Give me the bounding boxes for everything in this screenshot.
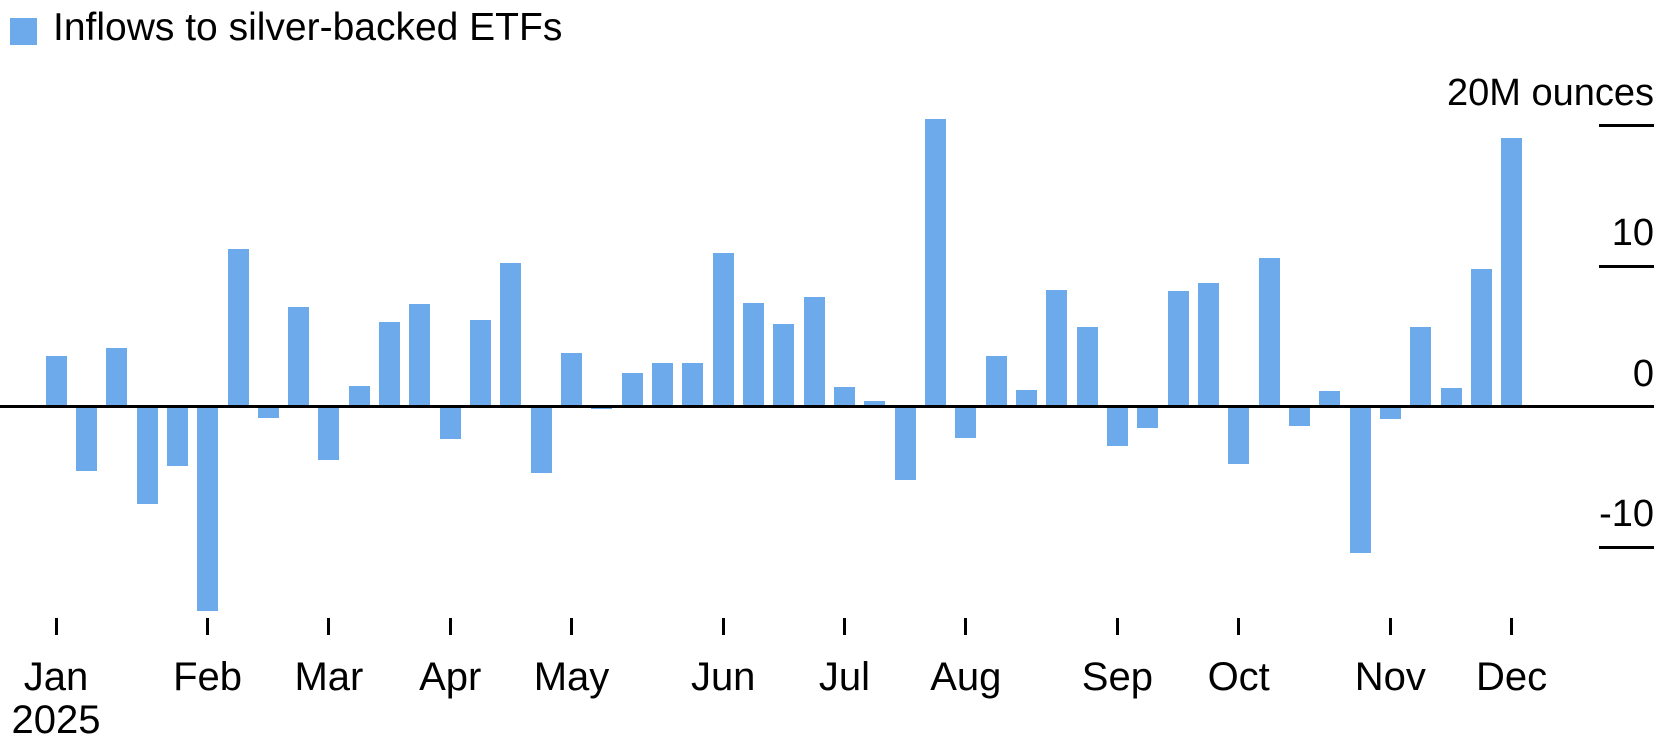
bar-week-20 [621, 373, 643, 407]
x-axis-tick-jan [54, 618, 58, 635]
bar-week-12 [379, 322, 401, 407]
bar-week-27 [834, 387, 855, 407]
y-axis-label--10: -10 [1599, 493, 1654, 536]
bar-week-3 [106, 347, 128, 407]
bar-week-21 [652, 363, 673, 407]
bar-week-28 [864, 401, 886, 407]
bar-week-37 [1137, 406, 1159, 428]
bar-week-43 [1319, 391, 1341, 407]
bar-week-48 [1470, 268, 1492, 407]
bar-week-4 [136, 406, 158, 504]
bar-week-2 [75, 406, 97, 472]
x-axis-tick-jul [843, 618, 846, 635]
y-axis-label-10: 10 [1611, 212, 1654, 255]
bar-week-38 [1167, 291, 1189, 407]
x-axis-label-aug: Aug [930, 655, 1002, 699]
bar-week-26 [803, 297, 825, 407]
x-axis-tick-apr [448, 618, 452, 635]
y-axis-label-0: 0 [1632, 352, 1654, 395]
bar-week-7 [227, 249, 249, 407]
bar-week-16 [500, 263, 522, 407]
bar-week-35 [1076, 326, 1098, 407]
x-axis-tick-sep [1115, 618, 1119, 635]
bar-week-11 [348, 385, 370, 407]
x-axis-tick-mar [327, 618, 331, 635]
bar-week-18 [561, 353, 582, 407]
bar-week-29 [894, 406, 916, 480]
x-axis-tick-dec [1510, 618, 1514, 635]
bar-week-42 [1288, 406, 1310, 427]
x-axis-label-jul: Jul [818, 655, 871, 699]
x-axis-tick-nov [1388, 618, 1392, 635]
y-axis-tick-10 [1599, 264, 1654, 268]
bar-week-13 [409, 304, 431, 407]
bar-week-23 [712, 253, 734, 407]
x-axis-label-apr: Apr [419, 655, 482, 699]
bar-week-31 [955, 406, 977, 438]
x-axis-label-jan: Jan [23, 655, 89, 699]
bar-week-15 [470, 319, 492, 407]
bar-week-36 [1106, 406, 1128, 447]
x-axis-label-jun: Jun [690, 655, 756, 699]
x-axis-tick-may [570, 618, 573, 635]
legend-label: Inflows to silver-backed ETFs [53, 6, 563, 49]
bar-week-32 [985, 356, 1007, 407]
x-axis-label-may: May [533, 655, 610, 699]
bar-week-14 [439, 406, 461, 439]
bar-week-22 [682, 363, 704, 407]
x-axis-label-sep: Sep [1081, 655, 1153, 699]
bar-week-25 [773, 323, 795, 407]
bar-week-41 [1258, 257, 1280, 407]
x-axis-label-feb: Feb [173, 655, 243, 699]
y-axis-tick--10 [1599, 545, 1654, 549]
x-axis-year-label: 2025 [11, 698, 101, 742]
bar-week-10 [318, 406, 340, 461]
x-axis-label-dec: Dec [1476, 655, 1548, 699]
bar-week-33 [1015, 389, 1037, 407]
zero-axis-line [0, 405, 1654, 409]
bar-week-44 [1349, 406, 1371, 553]
bar-week-47 [1440, 388, 1462, 407]
y-axis-label-20: 20M ounces [1446, 71, 1654, 114]
x-axis-tick-feb [206, 618, 210, 635]
legend-color-swatch [10, 17, 37, 45]
bar-week-17 [530, 406, 552, 473]
bar-week-40 [1228, 406, 1250, 465]
bar-week-30 [925, 118, 946, 407]
bar-week-46 [1410, 326, 1432, 407]
bar-week-8 [257, 406, 279, 418]
bar-week-49 [1501, 138, 1523, 407]
bar-week-1 [45, 356, 67, 407]
x-axis-label-oct: Oct [1207, 655, 1270, 699]
bar-week-45 [1379, 406, 1401, 420]
bar-week-9 [288, 306, 310, 407]
x-axis-tick-aug [964, 618, 968, 635]
legend: Inflows to silver-backed ETFs [10, 6, 562, 50]
bar-week-34 [1046, 290, 1068, 407]
bar-week-39 [1197, 283, 1219, 407]
x-axis-tick-jun [721, 618, 725, 635]
x-axis-tick-oct [1237, 618, 1241, 635]
x-axis-label-nov: Nov [1354, 655, 1426, 699]
bar-week-6 [197, 406, 219, 611]
y-axis-tick-20 [1599, 124, 1654, 127]
bar-week-24 [743, 302, 764, 407]
x-axis-label-mar: Mar [294, 655, 364, 699]
bar-week-5 [166, 406, 188, 466]
